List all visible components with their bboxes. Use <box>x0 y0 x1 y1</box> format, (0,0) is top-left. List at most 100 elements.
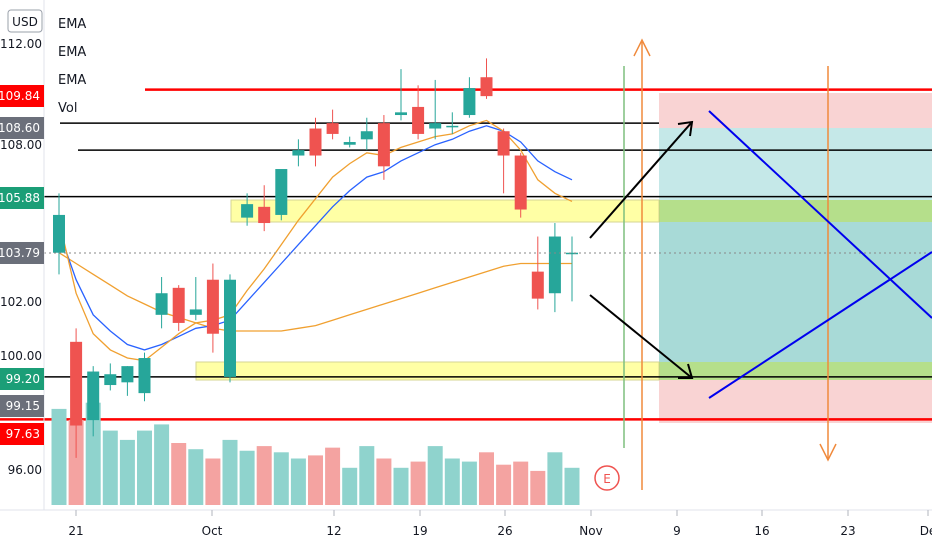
price-tag-bg-3 <box>0 242 44 264</box>
candle-body-0 <box>53 214 65 253</box>
price-tag-label-1: 108.60 <box>0 121 40 135</box>
ema-slow-line <box>58 252 572 332</box>
black-up-arrow-head <box>677 120 694 137</box>
candle-body-14 <box>292 150 305 156</box>
price-tag-label-5: 99.15 <box>6 399 40 413</box>
volume-bar-24 <box>461 461 477 505</box>
volume-bar-21 <box>410 461 426 505</box>
price-tag-label-3: 103.79 <box>0 246 40 260</box>
candle-body-8 <box>189 309 202 315</box>
candle-body-20 <box>395 112 407 116</box>
target-zone-green-mid <box>659 200 932 222</box>
candle-body-24 <box>463 88 476 116</box>
legend-ema-3[interactable]: EMA <box>58 73 86 88</box>
support-highlight <box>195 361 660 381</box>
price-tag-bg-2 <box>0 187 44 209</box>
x-tick-label-6: 9 <box>673 524 681 538</box>
candle-body-18 <box>360 131 373 140</box>
volume-bar-10 <box>222 439 238 505</box>
volume-bar-2 <box>85 402 101 505</box>
y-tick-label-0: 112.00 <box>0 37 42 51</box>
candle-body-1 <box>70 341 83 426</box>
x-tick-label-1: Oct <box>202 524 223 538</box>
price-tag-label-0: 109.84 <box>0 89 40 103</box>
candle-body-22 <box>429 123 442 129</box>
candle-body-2 <box>87 371 100 421</box>
candle-body-17 <box>343 142 356 145</box>
candle-body-30 <box>566 252 578 255</box>
black-up-arrow-shaft <box>589 121 693 239</box>
price-tag-bg-1 <box>0 117 44 139</box>
legend-ema-2[interactable]: EMA <box>58 45 86 60</box>
currency-box[interactable] <box>7 9 43 33</box>
candle-body-21 <box>412 106 425 134</box>
volume-bar-15 <box>308 455 323 505</box>
candle-body-25 <box>480 77 493 97</box>
volume-bar-19 <box>376 458 392 505</box>
volume-bar-7 <box>171 443 187 505</box>
volume-bar-0 <box>51 408 67 505</box>
ema-mid-line <box>58 125 573 351</box>
volume-bar-30 <box>564 467 580 505</box>
volume-bar-25 <box>479 452 494 505</box>
x-tick-label-5: Nov <box>579 524 602 538</box>
candle-body-15 <box>309 128 322 156</box>
volume-bar-29 <box>547 452 563 505</box>
annotations: E <box>44 38 932 491</box>
volume-bar-3 <box>102 430 118 505</box>
black-down-arrow-shaft <box>589 294 693 379</box>
candle-body-23 <box>446 125 459 128</box>
y-tick-label-3: 100.00 <box>0 349 42 363</box>
candle-body-16 <box>326 123 339 134</box>
orange-up-arrow-head <box>633 38 651 57</box>
earnings-marker[interactable] <box>594 465 620 491</box>
candle-body-11 <box>241 204 254 218</box>
volume-bar-5 <box>137 430 152 505</box>
volume-bar-12 <box>256 446 272 505</box>
x-tick-label-0: 21 <box>68 524 83 538</box>
time-axis-labels: 21 Oct 12 19 26 Nov 9 16 23 De <box>68 510 932 538</box>
x-tick-label-7: 16 <box>754 524 769 538</box>
candle-body-28 <box>531 271 544 299</box>
drawing-layer <box>195 93 932 423</box>
volume-bar-18 <box>359 446 375 505</box>
legend-vol[interactable]: Vol <box>58 101 77 116</box>
x-tick-label-2: 12 <box>326 524 341 538</box>
volume-bar-11 <box>239 450 255 505</box>
volume-bar-27 <box>513 461 529 505</box>
candle-body-9 <box>206 279 219 334</box>
volume-bar-6 <box>154 424 170 505</box>
x-tick-label-8: 23 <box>840 524 855 538</box>
volume-bar-4 <box>119 439 135 505</box>
target-zone-red-bottom <box>659 380 932 423</box>
y-tick-label-2: 102.00 <box>0 295 42 309</box>
legend: EMA EMA EMA Vol <box>58 17 86 116</box>
orange-down-arrow-head <box>819 443 837 462</box>
price-tag-label-4: 99.20 <box>6 372 40 386</box>
target-zone-teal-top <box>659 128 932 200</box>
blue-line-down <box>708 110 932 319</box>
price-tag-bg-0 <box>0 85 44 107</box>
volume-bar-16 <box>325 447 341 505</box>
candle-body-29 <box>548 236 561 294</box>
resistance-highlight <box>230 199 660 223</box>
volume-bar-13 <box>273 452 289 505</box>
candle-body-3 <box>104 374 117 386</box>
candle-body-5 <box>138 358 151 394</box>
candle-body-27 <box>514 155 527 210</box>
currency-label: USD <box>12 15 38 29</box>
candle-body-13 <box>275 169 288 215</box>
candle-body-19 <box>377 123 390 167</box>
legend-ema-1[interactable]: EMA <box>58 17 86 32</box>
price-tag-bg-6 <box>0 423 44 445</box>
candle-body-12 <box>258 206 271 224</box>
candle-body-10 <box>224 279 236 377</box>
target-zone-green-low <box>659 362 932 380</box>
volume-bar-17 <box>342 467 358 505</box>
price-tags: 109.84 108.60 105.88 103.79 99.20 99.15 97.63 <box>0 85 44 445</box>
candle-body-6 <box>155 293 168 315</box>
black-down-arrow-head <box>678 363 694 379</box>
price-tag-bg-4 <box>0 368 44 390</box>
volume-bar-22 <box>427 446 443 505</box>
